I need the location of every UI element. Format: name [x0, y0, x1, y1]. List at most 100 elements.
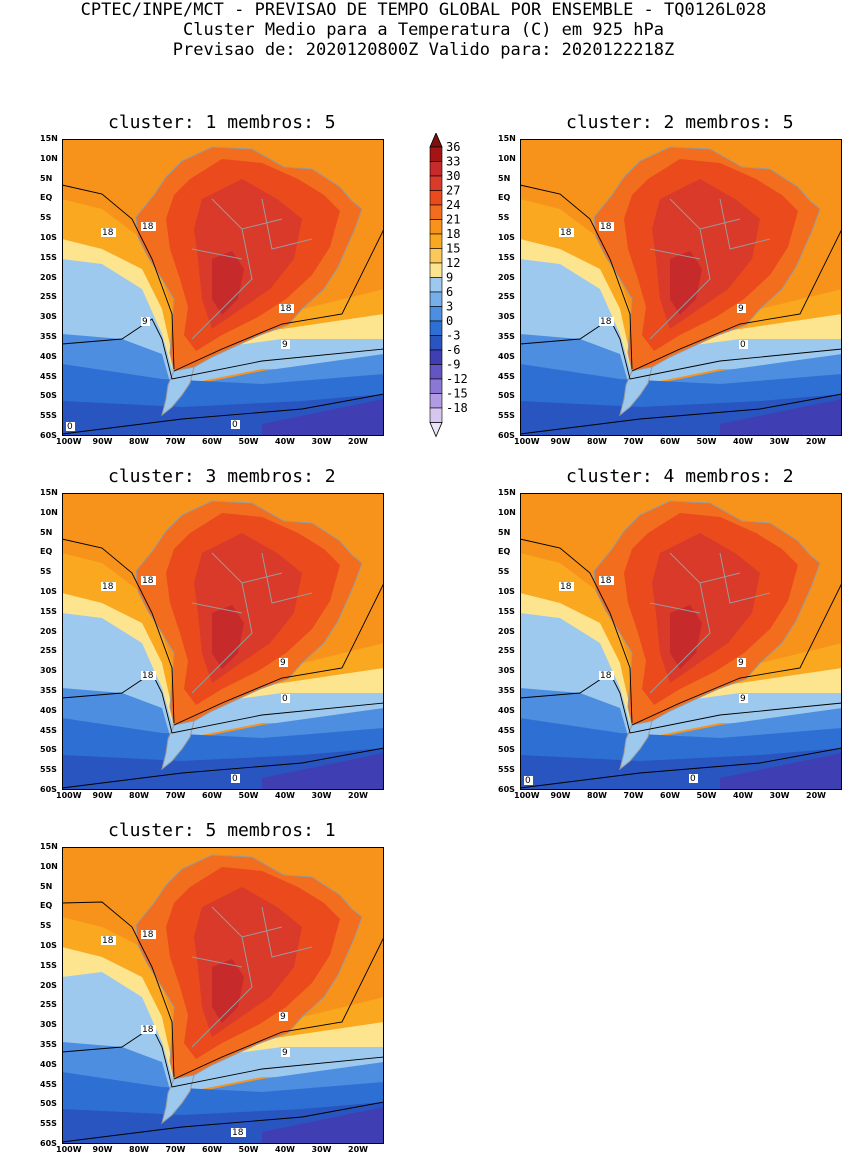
country-border: [221, 228, 253, 310]
map-panel-5: 18 18 18 9 9 18: [62, 847, 384, 1144]
svg-text:9: 9: [280, 1012, 286, 1022]
svg-text:18: 18: [142, 1025, 154, 1035]
country-border: [191, 1016, 223, 1048]
svg-text:9: 9: [740, 694, 746, 704]
colorbar-swatch: [429, 161, 443, 177]
country-border: [191, 602, 243, 614]
contour-label: 18: [599, 317, 614, 327]
country-border: [221, 936, 253, 1018]
lat-tick-label: 15S: [498, 606, 515, 616]
lat-tick-label: EQ: [498, 547, 511, 557]
lat-tick-label: 10N: [40, 861, 58, 871]
lon-tick-label: 90W: [92, 791, 113, 800]
contour-label: 0: [524, 776, 533, 786]
contour-label: 18: [141, 930, 156, 940]
colorbar-level-label: -18: [446, 401, 468, 415]
country-border: [679, 228, 711, 310]
lon-tick-label: 60W: [660, 437, 680, 446]
country-border: [191, 662, 223, 694]
contour-label: 18: [101, 936, 116, 946]
panel-title-5: cluster: 5 membros: 1: [108, 820, 336, 841]
svg-text:18: 18: [600, 671, 612, 681]
figure-header: CPTEC/INPE/MCT - PREVISAO DE TEMPO GLOBA…: [0, 0, 847, 60]
map-frame: [62, 847, 384, 1144]
colorbar-swatch: [429, 233, 443, 249]
svg-text:9: 9: [738, 304, 744, 314]
lat-tick-label: 35S: [498, 686, 515, 695]
lat-tick-label: 30S: [40, 666, 57, 676]
contour-label: 18: [559, 228, 574, 238]
lon-tick-label: 40W: [275, 437, 295, 446]
colorbar-level-label: 21: [446, 213, 460, 227]
country-border: [261, 552, 313, 604]
contour-label: 18: [101, 228, 116, 238]
svg-text:18: 18: [600, 222, 612, 232]
svg-text:9: 9: [280, 658, 286, 668]
lon-tick-label: 80W: [587, 791, 607, 800]
map-panel-2: 18 18 18 9 0: [520, 139, 842, 436]
contour-label: 18: [141, 576, 156, 586]
contour-line: [62, 901, 175, 1078]
contour-line: [631, 582, 842, 726]
svg-text:0: 0: [690, 774, 696, 784]
lat-tick-label: 45S: [40, 371, 57, 381]
contour-label: 9: [279, 658, 288, 668]
lat-tick-label: EQ: [40, 901, 53, 911]
colorbar-level-label: -12: [446, 372, 468, 386]
temp-band-neg3: [262, 753, 384, 790]
lat-tick-label: 35S: [40, 1040, 57, 1049]
svg-text:9: 9: [282, 340, 288, 350]
patagonia: [161, 1074, 195, 1125]
header-line-1: CPTEC/INPE/MCT - PREVISAO DE TEMPO GLOBA…: [80, 0, 767, 20]
contour-line: [520, 184, 633, 370]
lat-tick-label: 40S: [40, 705, 57, 715]
lat-tick-label: EQ: [498, 193, 511, 203]
lat-tick-label: 5N: [40, 173, 53, 183]
lat-tick-label: 15N: [40, 842, 58, 851]
lat-tick-label: EQ: [40, 193, 53, 203]
map-frame: [62, 139, 384, 436]
svg-text:0: 0: [525, 776, 531, 786]
contour-label: 18: [279, 304, 294, 314]
lon-tick-label: 60W: [202, 791, 222, 800]
lat-tick-label: 10N: [498, 507, 516, 517]
panel-title-3: cluster: 3 membros: 2: [108, 466, 336, 487]
country-border: [679, 582, 711, 664]
contour-line: [62, 672, 384, 734]
lat-tick-label: 55S: [40, 411, 57, 421]
country-border: [221, 582, 253, 664]
lon-tick-label: 40W: [275, 1145, 295, 1154]
lon-tick-label: 40W: [733, 437, 753, 446]
colorbar-over-arrow: [429, 133, 443, 148]
svg-text:18: 18: [142, 222, 154, 232]
svg-text:18: 18: [102, 228, 114, 238]
lat-tick-label: 5N: [498, 527, 511, 537]
country-border: [191, 248, 243, 260]
colorbar-swatch: [429, 291, 443, 307]
continent-hottest: [670, 251, 702, 315]
lat-tick-label: 45S: [40, 725, 57, 735]
lat-tick-label: 25S: [40, 1000, 57, 1010]
patagonia: [619, 366, 653, 417]
colorbar-level-label: 24: [446, 198, 460, 212]
contour-label: 18: [231, 1128, 246, 1138]
svg-text:0: 0: [740, 340, 746, 350]
contour-label: 9: [281, 1048, 290, 1058]
lon-tick-label: 60W: [660, 791, 680, 800]
temp-band-3: [520, 364, 842, 411]
colorbar-swatch: [429, 393, 443, 409]
colorbar-swatch: [429, 277, 443, 293]
lat-tick-label: 40S: [40, 351, 57, 361]
map-panel-1: 18 18 9 18 9 0 0: [62, 139, 384, 436]
contour-line: [62, 184, 175, 370]
lat-tick-label: 5S: [40, 567, 52, 577]
lat-tick-label: 15N: [40, 134, 58, 143]
map-frame: [520, 139, 842, 436]
lat-tick-label: 40S: [498, 705, 515, 715]
colorbar-swatch: [429, 378, 443, 394]
lon-tick-label: 90W: [550, 791, 571, 800]
country-border: [261, 198, 313, 250]
temp-band-neg3: [720, 399, 842, 436]
lon-tick-label: 90W: [550, 437, 571, 446]
